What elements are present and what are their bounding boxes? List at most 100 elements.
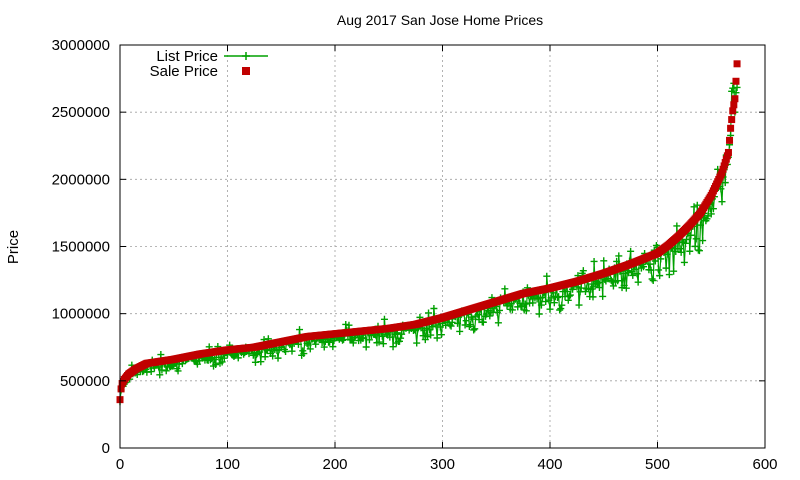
list-price-point bbox=[378, 332, 386, 340]
chart-title: Aug 2017 San Jose Home Prices bbox=[337, 12, 543, 28]
list-price-point bbox=[607, 276, 615, 284]
list-price-point bbox=[599, 292, 607, 300]
list-price-point bbox=[558, 301, 566, 309]
list-price-point bbox=[565, 292, 573, 300]
list-price-point bbox=[533, 295, 541, 303]
list-price-point bbox=[676, 245, 684, 253]
x-tick-label: 300 bbox=[430, 456, 455, 473]
list-price-point bbox=[422, 324, 430, 332]
list-price-point bbox=[212, 360, 220, 368]
list-price-point bbox=[547, 294, 555, 302]
list-price-point bbox=[529, 299, 537, 307]
sale-price-point bbox=[729, 107, 737, 115]
list-price-point bbox=[436, 323, 444, 331]
list-price-point bbox=[699, 237, 707, 245]
list-price-point bbox=[207, 355, 215, 363]
list-price-point bbox=[471, 325, 479, 333]
list-price-point bbox=[691, 242, 699, 250]
list-price-point bbox=[147, 368, 155, 376]
list-price-point bbox=[349, 339, 357, 347]
list-price-point bbox=[437, 331, 445, 339]
list-price-point bbox=[326, 338, 334, 346]
list-price-point bbox=[157, 351, 165, 359]
list-price-point bbox=[633, 270, 641, 278]
list-price-point bbox=[345, 321, 353, 329]
list-price-point bbox=[486, 312, 494, 320]
list-price-point bbox=[508, 306, 516, 314]
list-price-point bbox=[380, 315, 388, 323]
sale-price-series bbox=[116, 60, 741, 404]
list-price-point bbox=[609, 282, 617, 290]
list-price-point bbox=[656, 272, 664, 280]
list-price-point bbox=[690, 203, 698, 211]
list-price-point bbox=[386, 333, 394, 341]
grid bbox=[120, 45, 765, 448]
sale-price-point bbox=[724, 148, 732, 156]
list-price-point bbox=[304, 341, 312, 349]
list-price-point bbox=[320, 343, 328, 351]
list-price-point bbox=[282, 348, 290, 356]
list-price-point bbox=[695, 247, 703, 255]
list-price-point bbox=[474, 311, 482, 319]
list-price-point bbox=[554, 293, 562, 301]
list-price-point bbox=[397, 334, 405, 342]
list-price-point bbox=[535, 310, 543, 318]
list-price-point bbox=[537, 301, 545, 309]
list-price-point bbox=[733, 83, 741, 91]
list-price-point bbox=[426, 326, 434, 334]
list-price-point bbox=[595, 284, 603, 292]
list-price-point bbox=[375, 338, 383, 346]
list-price-point bbox=[613, 257, 621, 265]
list-price-point bbox=[648, 275, 656, 283]
legend-list-price-marker bbox=[242, 52, 250, 60]
list-price-point bbox=[655, 266, 663, 274]
list-price-point bbox=[430, 305, 438, 313]
list-price-point bbox=[494, 319, 502, 327]
list-price-point bbox=[707, 210, 715, 218]
list-price-point bbox=[665, 271, 673, 279]
sale-price-point bbox=[117, 385, 125, 393]
list-price-point bbox=[470, 326, 478, 334]
sale-price-point bbox=[727, 124, 735, 132]
list-price-point bbox=[543, 272, 551, 280]
y-tick-label: 1500000 bbox=[52, 239, 110, 256]
list-price-point bbox=[627, 247, 635, 255]
list-price-point bbox=[687, 231, 695, 239]
list-price-point bbox=[587, 285, 595, 293]
list-price-point bbox=[681, 239, 689, 247]
list-price-point bbox=[589, 293, 597, 301]
list-price-point bbox=[670, 267, 678, 275]
list-price-point bbox=[174, 367, 182, 375]
list-price-point bbox=[662, 264, 670, 272]
list-price-point bbox=[162, 367, 170, 375]
list-price-point bbox=[211, 355, 219, 363]
list-price-point bbox=[362, 343, 370, 351]
list-price-point bbox=[673, 222, 681, 230]
x-tick-label: 200 bbox=[322, 456, 347, 473]
list-price-point bbox=[590, 257, 598, 265]
list-price-point bbox=[557, 305, 565, 313]
list-price-point bbox=[640, 263, 648, 271]
list-price-point bbox=[288, 347, 296, 355]
list-price-point bbox=[425, 309, 433, 317]
list-price-point bbox=[697, 221, 704, 229]
list-price-point bbox=[634, 278, 642, 286]
list-price-point bbox=[274, 354, 282, 362]
list-price-point bbox=[556, 306, 564, 314]
list-price-point bbox=[555, 293, 563, 301]
y-tick-label: 3000000 bbox=[52, 37, 110, 54]
list-price-point bbox=[663, 250, 671, 258]
list-price-point bbox=[600, 257, 608, 265]
x-tick-label: 100 bbox=[215, 456, 240, 473]
list-price-point bbox=[220, 354, 228, 362]
sale-price-point bbox=[730, 101, 738, 109]
list-price-point bbox=[646, 260, 654, 268]
list-price-point bbox=[495, 306, 503, 314]
list-price-point bbox=[433, 334, 441, 342]
list-price-point bbox=[448, 318, 456, 326]
list-price-point bbox=[629, 271, 637, 279]
sale-price-point bbox=[731, 95, 739, 103]
list-price-point bbox=[396, 337, 403, 345]
list-price-point bbox=[550, 299, 558, 307]
list-price-point bbox=[732, 89, 740, 97]
